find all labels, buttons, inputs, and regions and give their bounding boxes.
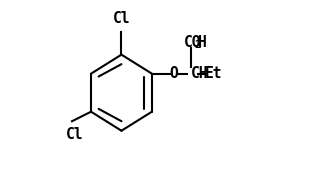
Text: O: O [169,66,178,81]
Text: Cl: Cl [113,11,130,26]
Text: CH: CH [191,66,208,81]
Text: CO: CO [184,35,201,50]
Text: 2: 2 [195,40,201,50]
Text: Et: Et [205,66,222,81]
Text: H: H [198,35,207,50]
Text: Cl: Cl [66,127,84,142]
